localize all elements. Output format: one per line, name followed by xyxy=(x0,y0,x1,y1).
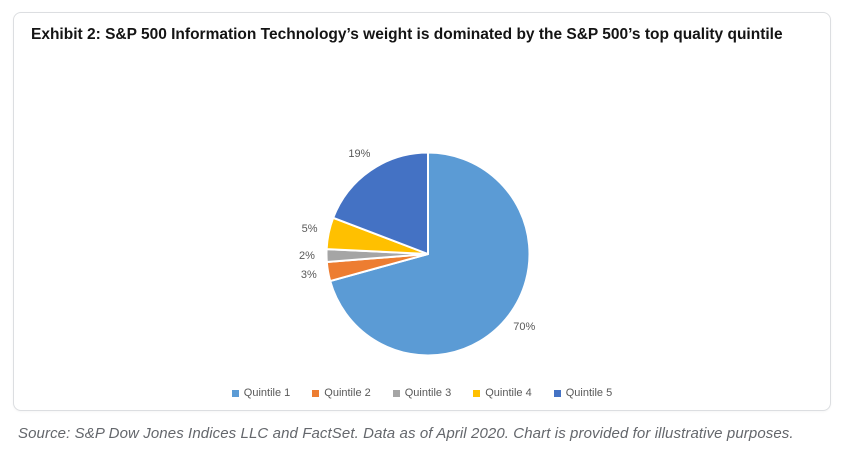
legend-label-quintile-4: Quintile 4 xyxy=(485,387,532,399)
data-label-quintile-4: 5% xyxy=(302,223,318,235)
legend-item-quintile-5: Quintile 5 xyxy=(553,387,613,399)
data-label-quintile-2: 3% xyxy=(301,269,317,281)
legend-swatch-quintile-5 xyxy=(553,389,561,397)
pie-slice-quintile-5 xyxy=(332,151,429,255)
legend-swatch-quintile-2 xyxy=(312,389,320,397)
legend-label-quintile-5: Quintile 5 xyxy=(565,387,613,399)
legend-item-quintile-1: Quintile 1 xyxy=(231,387,291,399)
legend-swatch-quintile-3 xyxy=(392,389,400,397)
exhibit-card: Exhibit 2: S&P 500 Information Technolog… xyxy=(13,12,831,411)
legend-item-quintile-2: Quintile 2 xyxy=(312,387,371,399)
legend-item-quintile-4: Quintile 4 xyxy=(473,387,532,399)
pie-slice-quintile-1 xyxy=(329,151,531,357)
legend-label-quintile-2: Quintile 2 xyxy=(324,387,371,399)
data-label-quintile-5: 19% xyxy=(348,148,370,160)
legend: Quintile 1 Quintile 2 Quintile 3 Quintile 4… xyxy=(14,387,830,399)
legend-swatch-quintile-4 xyxy=(473,389,481,397)
pie-chart-svg: 70% 3% 2% 5% 19% xyxy=(299,148,536,357)
exhibit-title: Exhibit 2: S&P 500 Information Technolog… xyxy=(31,26,783,43)
data-label-quintile-3: 2% xyxy=(299,250,315,262)
legend-label-quintile-3: Quintile 3 xyxy=(404,387,452,399)
data-label-quintile-1: 70% xyxy=(513,321,535,333)
legend-item-quintile-3: Quintile 3 xyxy=(392,387,452,399)
legend-swatch-quintile-1 xyxy=(231,389,239,397)
legend-label-quintile-1: Quintile 1 xyxy=(243,387,291,399)
source-note: Source: S&P Dow Jones Indices LLC and Fa… xyxy=(18,425,794,442)
